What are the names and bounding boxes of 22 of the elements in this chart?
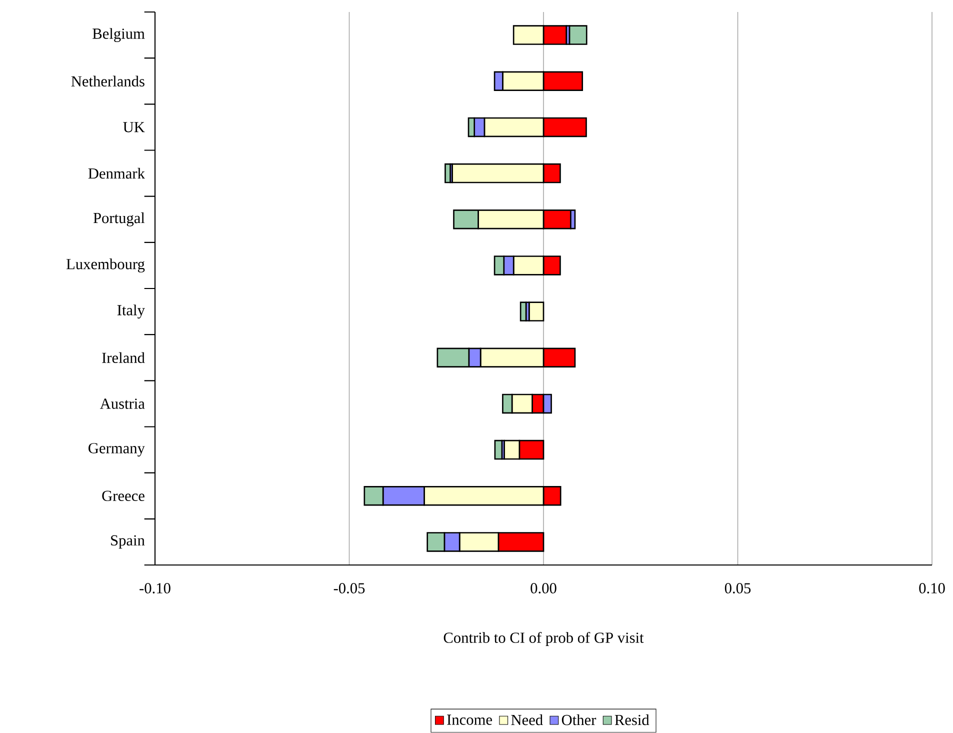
x-tick-label: 0.10 bbox=[919, 583, 945, 594]
y-tick-label: Netherlands bbox=[71, 76, 144, 87]
x-tick-label: -0.10 bbox=[140, 583, 170, 594]
x-tick-label: 0.05 bbox=[724, 583, 751, 594]
legend-label: Resid bbox=[614, 714, 650, 726]
x-axis-title: Contrib to CI of prob of GP visit bbox=[444, 632, 644, 646]
legend-label: Other bbox=[562, 714, 596, 726]
legend-label: Income bbox=[447, 714, 492, 726]
y-tick-label: Spain bbox=[111, 535, 145, 549]
y-tick-label: Luxembourg bbox=[66, 258, 145, 273]
y-tick-label: UK bbox=[123, 122, 145, 132]
y-tick-label: Ireland bbox=[102, 352, 145, 364]
legend-label: Need bbox=[511, 714, 543, 726]
y-tick-label: Austria bbox=[100, 398, 145, 410]
y-tick-label: Denmark bbox=[88, 168, 145, 179]
x-tick-label: -0.05 bbox=[334, 583, 365, 594]
y-tick-label: Portugal bbox=[93, 212, 145, 227]
y-tick-label: Greece bbox=[102, 490, 144, 502]
y-tick-label: Italy bbox=[117, 304, 145, 319]
y-tick-label: Germany bbox=[88, 443, 145, 457]
y-tick-label: Belgium bbox=[92, 28, 145, 42]
x-tick-label: 0.00 bbox=[530, 583, 556, 594]
